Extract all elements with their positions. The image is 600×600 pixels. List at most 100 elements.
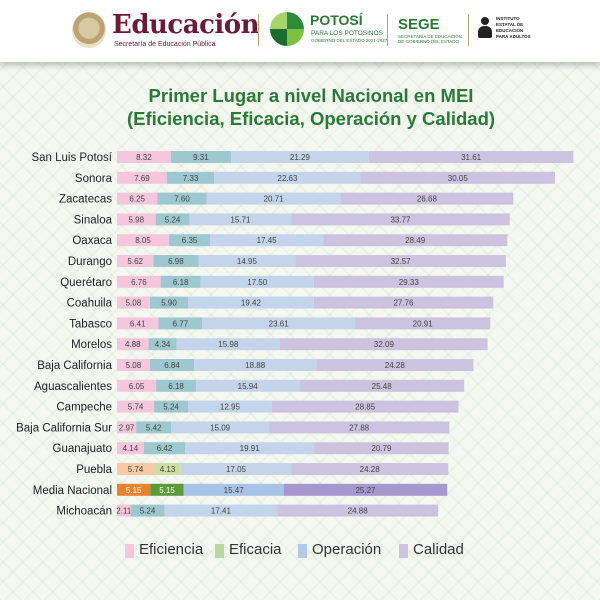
ieea-person-icon [478,17,492,39]
header-bar: Educación Secretaría de Educación Públic… [0,0,600,62]
data-label: 17.41 [211,507,232,516]
sege-logo-line1: SECRETARÍA DE EDUCACIÓN [398,34,462,39]
bar-segment-eficacia-tabasco [158,317,203,330]
data-label: 5.15 [126,486,142,495]
bar-segment-calidad-baja-california [316,359,474,371]
potosi-logo-line2: GOBIERNO DEL ESTADO 2021-2027 [311,38,388,43]
data-label: 5.24 [165,215,181,224]
potosi-logo-title: POTOSÍ [310,12,363,28]
bar-segment-eficiencia-guanajuato [117,442,144,455]
bar-segment-eficacia-aguascalientes [156,379,197,392]
bar-segment-operacion-sinaloa [189,213,292,226]
category-label: Querétaro [60,277,112,289]
bar-segment-eficacia-campeche [154,400,188,413]
data-label: 20.71 [264,195,285,204]
bar-segment-operacion-oaxaca [210,234,324,247]
data-label: 5.24 [140,507,156,516]
category-label: Coahuila [67,298,113,310]
data-label: 12.95 [220,403,241,412]
data-label: 5.74 [128,465,144,474]
bar-segment-calidad-baja-california-sur [268,421,450,434]
data-label: 28.49 [405,236,426,245]
bar-segment-calidad-sonora [360,171,555,184]
data-label: 24.28 [360,465,381,474]
bar-segment-operacion-michoacan [164,504,278,517]
potosi-logo-line1: PARA LOS POTOSINOS [311,30,384,37]
data-label: 7.69 [134,174,150,183]
data-label: 26.68 [417,195,438,204]
data-label: 7.33 [183,174,199,183]
data-label: 15.94 [238,382,259,391]
legend-swatch [215,544,224,558]
bar-segment-eficiencia-aguascalientes [117,379,157,392]
bar-segment-eficiencia-michoacan [117,504,131,517]
data-label: 15.98 [218,340,239,349]
bar-segment-operacion-baja-california-sur [171,421,269,434]
data-label: 6.25 [129,195,145,204]
category-label: Puebla [76,464,112,476]
data-label: 21.29 [290,153,311,162]
bar-segment-operacion-durango [198,255,296,267]
bar-segment-eficacia-zacatecas [157,192,207,205]
data-label: 24.88 [348,507,369,516]
data-label: 5.08 [126,361,142,370]
bar-segment-eficacia-durango [153,255,199,267]
data-label: 23.61 [269,319,290,328]
bar-segment-calidad-oaxaca [323,234,508,247]
data-label: 5.90 [161,299,177,308]
data-label: 9.31 [193,153,209,162]
bar-segment-operacion-san-luis-potosi [231,151,369,163]
bar-segment-eficiencia-puebla [117,463,155,475]
category-label: Media Nacional [33,485,112,497]
bar-segment-calidad-campeche [271,400,459,413]
bar-segment-calidad-tabasco [355,317,491,330]
data-label: 19.42 [241,299,262,308]
bar-segment-operacion-coahuila [188,296,314,309]
data-label: 5.08 [126,299,142,308]
bar-segment-eficacia-sinaloa [155,213,190,226]
bar-segment-eficiencia-baja-california [117,359,150,371]
data-label: 6.18 [168,382,184,391]
data-label: 32.09 [374,340,395,349]
header-divider [258,14,259,46]
data-label: 5.24 [163,403,179,412]
data-label: 5.98 [129,215,145,224]
bar-segment-eficacia-coahuila [149,296,189,309]
bar-segment-eficiencia-baja-california-sur [117,421,137,434]
category-label: Baja California [37,360,112,372]
bar-segment-eficiencia-oaxaca [117,234,170,247]
bar-segment-operacion-guanajuato [185,442,315,455]
legend-label: Calidad [413,541,464,558]
data-label: 22.63 [277,174,298,183]
chart-title-line2: (Eficiencia, Eficacia, Operación y Calid… [126,108,496,129]
bar-segment-operacion-media-nacional [183,483,284,496]
sep-logo-title: Educación [112,10,260,40]
bar-segment-calidad-zacatecas [340,192,514,205]
data-label: 15.47 [224,486,245,495]
bar-segment-operacion-puebla [180,463,292,475]
data-label: 20.91 [413,319,434,328]
data-label: 8.32 [136,153,152,162]
bar-segment-eficacia-puebla [154,463,181,475]
potosi-emblem-icon [270,12,304,46]
bar-segment-operacion-morelos [176,338,281,351]
data-label: 6.77 [173,319,189,328]
bar-segment-calidad-coahuila [313,296,494,309]
bar-segment-calidad-puebla [291,463,449,475]
bar-segment-calidad-durango [295,255,506,267]
data-label: 4.14 [123,444,139,453]
data-label: 18.88 [245,361,266,370]
data-label: 29.33 [399,278,420,287]
bar-segment-eficacia-guanajuato [143,442,186,455]
bar-segment-operacion-sonora [214,171,361,184]
category-label: Durango [68,256,112,268]
data-label: 2.97 [119,423,135,432]
bar-segment-eficiencia-sonora [117,171,167,184]
bar-segment-eficiencia-campeche [117,400,155,413]
bar-segment-calidad-san-luis-potosi [368,151,574,163]
data-label: 6.98 [168,257,184,266]
category-label: Oaxaca [72,235,112,247]
header-divider [387,14,388,46]
category-label: Tabasco [69,318,112,330]
data-label: 6.18 [173,278,189,287]
